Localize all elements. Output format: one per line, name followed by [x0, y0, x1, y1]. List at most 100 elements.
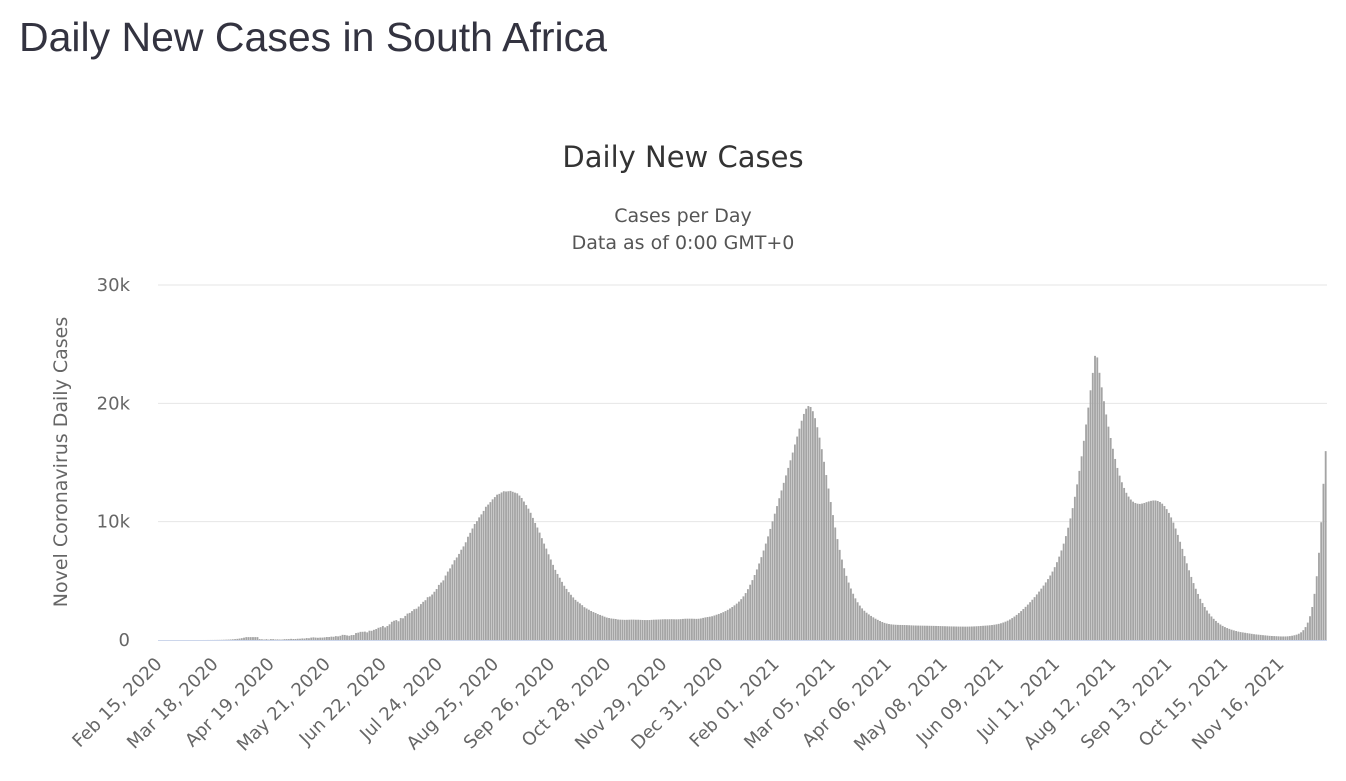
bar — [1116, 467, 1119, 640]
y-axis-label: Novel Coronavirus Daily Cases — [50, 317, 72, 608]
bar — [897, 624, 899, 640]
bar — [1000, 623, 1002, 640]
bar — [771, 521, 774, 640]
bar — [1159, 502, 1161, 640]
bar — [1134, 502, 1137, 640]
bar — [1311, 606, 1314, 640]
bar — [1071, 508, 1074, 640]
bar — [455, 557, 458, 640]
bar — [834, 527, 837, 640]
bar — [885, 623, 888, 640]
bar — [767, 536, 769, 640]
bar — [514, 492, 516, 640]
bar — [841, 559, 843, 640]
bar — [997, 623, 1000, 640]
bar — [1230, 629, 1233, 640]
bar — [832, 515, 834, 640]
bar — [601, 615, 604, 640]
bar — [1060, 550, 1063, 640]
bar — [511, 491, 514, 640]
bar — [446, 571, 449, 640]
bar — [926, 625, 928, 640]
bar — [444, 575, 447, 640]
bar — [919, 625, 922, 640]
bar — [1078, 470, 1081, 640]
bar — [272, 639, 275, 640]
bar — [596, 614, 599, 640]
bar — [395, 620, 398, 640]
bar — [970, 626, 973, 640]
bar — [496, 494, 498, 640]
bar — [471, 528, 474, 640]
bar — [923, 625, 926, 640]
bar — [1306, 622, 1309, 640]
bar — [579, 603, 581, 640]
bar — [670, 619, 673, 640]
bar — [1199, 598, 1202, 640]
bar — [1206, 610, 1208, 640]
bar — [655, 619, 657, 640]
bar — [509, 490, 512, 640]
bar — [805, 408, 808, 640]
bar — [1049, 575, 1052, 640]
bar — [782, 482, 785, 640]
bar — [1033, 597, 1036, 640]
bar — [339, 635, 342, 640]
bar — [827, 488, 830, 640]
bar — [1040, 588, 1043, 640]
bar — [814, 418, 816, 640]
bar — [699, 618, 702, 640]
bar — [554, 569, 557, 640]
bar — [240, 638, 243, 640]
bar — [1286, 636, 1289, 640]
bar — [1006, 620, 1009, 640]
grid-lines — [158, 284, 1327, 523]
bar — [480, 514, 483, 640]
bar — [482, 510, 485, 640]
bar — [726, 609, 729, 640]
bar — [489, 502, 492, 640]
bar — [612, 618, 615, 640]
bar — [370, 630, 373, 640]
bar — [516, 493, 519, 640]
bar — [269, 639, 272, 640]
bar — [776, 506, 778, 640]
bar — [245, 637, 248, 640]
bar — [867, 614, 870, 640]
bar — [695, 618, 698, 640]
bar — [1098, 372, 1101, 640]
bar — [610, 618, 613, 640]
bar — [713, 615, 716, 640]
bar — [567, 592, 570, 640]
bar — [1208, 613, 1211, 640]
bar — [332, 636, 335, 640]
bar — [1038, 591, 1040, 640]
bar — [1069, 518, 1072, 640]
bar — [966, 626, 969, 640]
bar — [679, 619, 682, 640]
bar — [1017, 613, 1020, 640]
bar — [1154, 500, 1157, 640]
y-tick-label: 10k — [97, 512, 131, 533]
bar — [928, 625, 931, 640]
bar — [722, 612, 725, 640]
bar — [888, 624, 890, 640]
bar — [337, 636, 339, 640]
bar — [614, 618, 617, 640]
bar — [1107, 426, 1110, 640]
bar — [993, 624, 996, 640]
bar — [415, 608, 418, 640]
bar — [581, 605, 584, 640]
bar — [675, 619, 678, 640]
bar — [1295, 634, 1298, 640]
bar — [352, 634, 355, 640]
bar — [1109, 438, 1112, 640]
bar — [811, 411, 814, 640]
bar — [935, 625, 937, 640]
bar — [558, 577, 561, 640]
bar — [731, 607, 734, 640]
bar — [652, 619, 655, 640]
bar — [666, 619, 669, 640]
bar — [1313, 593, 1316, 640]
